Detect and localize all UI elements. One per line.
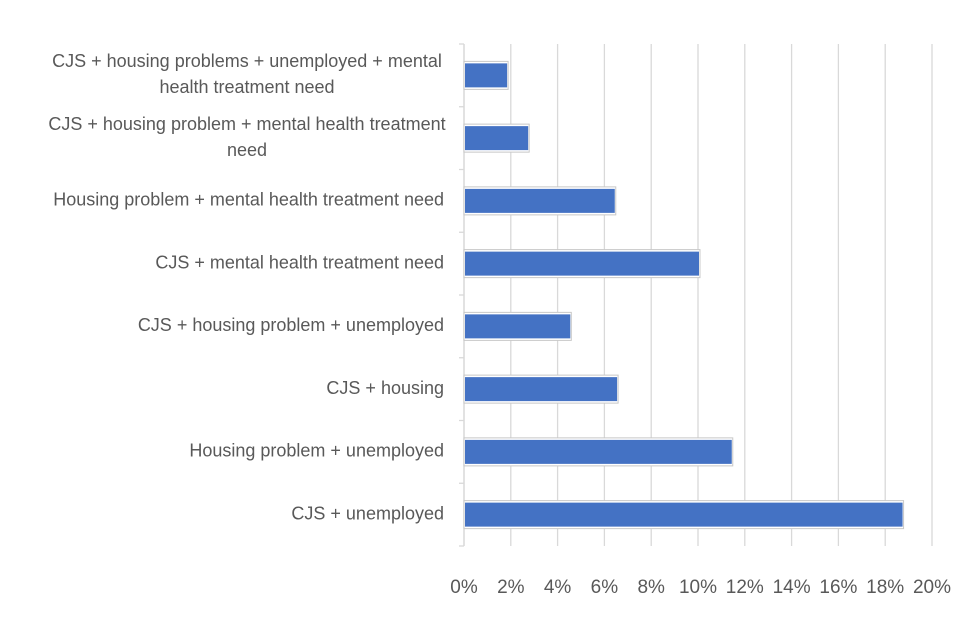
x-tick-label: 20% [913, 577, 951, 598]
bar [465, 502, 903, 527]
bar [465, 439, 732, 464]
bar [465, 126, 529, 151]
gridlines [459, 43, 933, 547]
bar [465, 188, 615, 213]
x-tick-label: 8% [637, 577, 665, 598]
x-tick-label: 10% [679, 577, 717, 598]
category-label: Housing problem + unemployed [189, 441, 444, 461]
bar [465, 377, 618, 402]
category-label: CJS + unemployed [291, 503, 444, 523]
bar [465, 63, 508, 88]
category-label: CJS + mental health treatment need [155, 252, 444, 272]
x-tick-labels: 0% 2% 4% 6% 8% 10% 12% 14% 16% 18% 20% [450, 577, 951, 598]
x-tick-label: 0% [450, 577, 478, 598]
x-tick-label: 6% [591, 577, 619, 598]
category-label: CJS + housing [326, 378, 444, 398]
bars [463, 60, 905, 530]
x-tick-label: 16% [819, 577, 857, 598]
category-label: Housing problem + mental health treatmen… [53, 190, 444, 210]
category-label: CJS + housing problem + mental health tr… [48, 114, 445, 160]
x-tick-label: 4% [544, 577, 572, 598]
x-tick-label: 12% [726, 577, 764, 598]
category-label: CJS + housing problem + unemployed [138, 315, 444, 335]
category-labels: CJS + housing problems + unemployed + me… [48, 51, 445, 523]
bar [465, 314, 571, 339]
x-tick-label: 2% [497, 577, 525, 598]
category-label: CJS + housing problems + unemployed + me… [52, 51, 442, 97]
x-tick-label: 14% [773, 577, 811, 598]
x-tick-label: 18% [866, 577, 904, 598]
bar [465, 251, 699, 276]
